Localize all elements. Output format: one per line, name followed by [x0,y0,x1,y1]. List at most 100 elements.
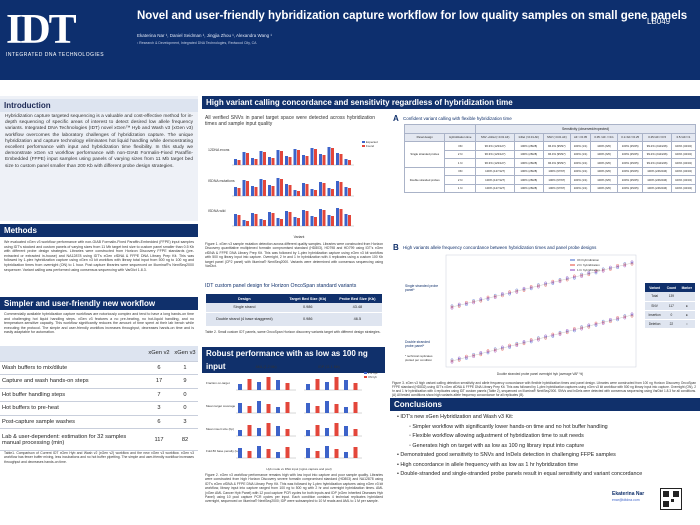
figure2-bar [247,379,252,390]
figure1-bar-expected [234,159,237,165]
figure2-bar [266,449,271,458]
figure1-bar-found [271,158,275,165]
figure3-point [515,344,519,347]
figure3-point [493,347,497,351]
figure3-point [587,324,591,328]
figure2-bar [325,382,329,390]
figure3-point [558,280,562,284]
figure3-point [558,279,562,282]
figure3-point [522,341,526,344]
figure3-point [609,268,612,271]
figure1-bar-found [237,160,241,165]
figure1-bar-expected [234,187,237,196]
figure3-point [580,275,583,278]
table2-caption: Table 2. Small custom IDT panels, same O… [205,330,381,334]
figure3-point [537,284,540,288]
figure1-bar-found [254,187,258,196]
figure3-point [565,276,569,279]
figure3-point [479,297,483,301]
conclusion-item: Double-stranded and single-stranded prob… [397,470,697,480]
conclusion-item: Simpler workflow with significantly lowe… [397,423,697,433]
figure3-point [515,288,519,292]
conclusion-item: Demonstrated good sensitivity to SNVs an… [397,451,697,461]
figure1-bar-expected [285,184,288,196]
figure1-bar-expected [285,156,288,165]
figure1-bar-expected [344,187,348,196]
methods-title: Methods [0,224,198,237]
figure1-bar-expected [293,149,297,165]
figure3-point [544,281,547,285]
figure3-point [558,330,562,334]
figure3-point [529,285,533,288]
figure2-bar [238,430,242,436]
figure1-bar-found [271,213,275,226]
figure3-point [515,289,519,293]
simpler-title: Simpler and user-friendly new workflow [0,297,198,310]
figure3-point [573,327,576,330]
figure3-point [501,293,504,296]
figure2-bar [285,429,290,436]
figure3-point [486,295,490,299]
figure1-bar-found [288,185,292,196]
figure1-bar-found [305,184,309,196]
figure2-bar [334,377,339,390]
figure3-point [587,323,591,327]
variant-section-title: High variant calling concordance and sen… [202,96,700,109]
figure3-point [472,355,475,358]
figure1-bar-expected [327,215,331,226]
legend-swatch-expected [362,141,365,143]
figure3-point [630,312,634,316]
figure3-point [457,356,461,360]
figure3-point [623,315,627,319]
figure1-bar-expected [251,158,254,165]
figure3-point [493,293,497,297]
figure3-point [630,314,634,318]
figure3-point [501,345,504,349]
figure1-bar-expected [259,151,263,165]
figure3-point [601,322,605,325]
figure1-bar-expected [259,219,263,226]
figure1-bar-expected [310,189,314,196]
figure1-bar-expected [242,180,246,196]
legend-swatch-found [362,145,365,147]
figure3-point [493,296,497,299]
figure3-point [465,302,468,305]
figure1-bar-expected [336,181,339,196]
figure1-bar-expected [319,209,322,226]
figure2-bars [236,377,362,459]
robust-title: Robust performance with as low as 100 ng… [202,347,385,373]
legend-2hr-hyb: 2 hr hybridization [577,263,600,267]
figure1-bar-expected [242,152,246,165]
conclusion-item: Generates high on target with as low as … [397,442,697,452]
figure3-point [508,346,511,349]
figure1-bar-expected [268,185,271,196]
figure3-point [529,287,533,291]
figure3-point [508,290,511,294]
figure3-point [501,348,504,351]
figure3-point [522,288,526,291]
figure2-bar [306,430,310,436]
figure1-bar-expected [319,154,322,165]
contact-email[interactable]: enar@idtdna.com [612,498,640,502]
figure3-point [601,268,605,272]
table-row: Lab & user-dependent: estimation for 32 … [0,428,198,451]
figure1-bar-found [322,210,326,226]
figure3-point [609,320,612,324]
figure1-bar-expected [251,186,254,196]
figure2-bar [325,446,329,458]
figure3-point [508,344,511,348]
figure3-point [609,319,612,322]
figure1-bar-expected [327,188,331,196]
figure1-bar-expected [293,190,297,196]
figure3-point [594,324,598,327]
figure3-point [587,273,591,277]
coverage-table-title: IDT custom panel design for Horizon Onco… [205,283,357,289]
figure3-point [450,306,454,310]
figure2-bar [238,403,242,413]
figure2-bar [238,384,242,390]
legend-2hr: 2 hr hyb [368,371,378,375]
figure2-bar [257,401,261,413]
figure1-bar-expected [336,208,339,226]
figure3-point [544,282,547,286]
figure3-point [465,356,468,359]
